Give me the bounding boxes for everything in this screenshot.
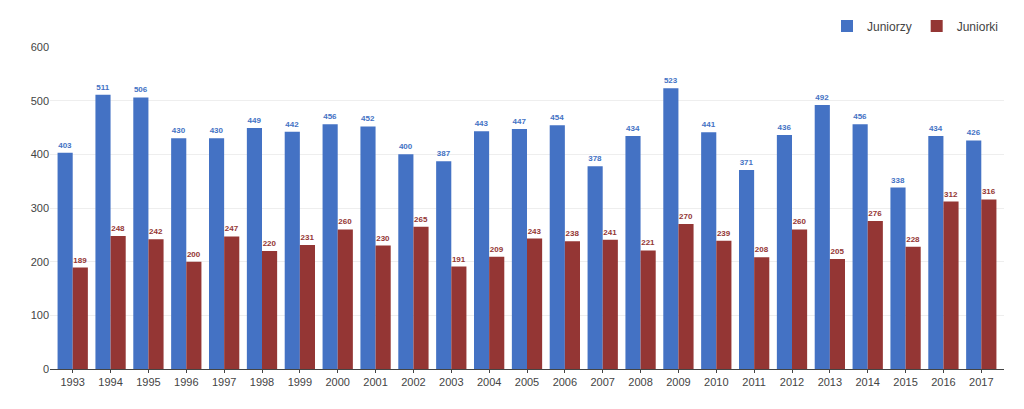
svg-text:260: 260 — [338, 217, 352, 226]
svg-text:1994: 1994 — [98, 376, 122, 388]
svg-text:1998: 1998 — [250, 376, 274, 388]
svg-text:2003: 2003 — [439, 376, 463, 388]
svg-text:443: 443 — [475, 119, 489, 128]
svg-text:426: 426 — [967, 128, 981, 137]
svg-text:338: 338 — [891, 176, 905, 185]
svg-text:242: 242 — [149, 227, 163, 236]
svg-text:434: 434 — [929, 124, 943, 133]
svg-text:220: 220 — [263, 239, 277, 248]
svg-text:400: 400 — [399, 142, 413, 151]
svg-text:2000: 2000 — [325, 376, 349, 388]
svg-text:247: 247 — [225, 224, 239, 233]
svg-text:Juniorki: Juniorki — [957, 20, 998, 34]
svg-text:191: 191 — [452, 255, 466, 264]
svg-text:452: 452 — [361, 114, 375, 123]
svg-text:2001: 2001 — [363, 376, 387, 388]
svg-text:200: 200 — [187, 250, 201, 259]
svg-text:270: 270 — [679, 212, 693, 221]
svg-text:511: 511 — [96, 83, 109, 92]
svg-text:238: 238 — [565, 229, 579, 238]
svg-text:1997: 1997 — [212, 376, 236, 388]
svg-text:316: 316 — [982, 187, 996, 196]
svg-text:2004: 2004 — [477, 376, 501, 388]
svg-text:265: 265 — [414, 215, 428, 224]
svg-text:2015: 2015 — [893, 376, 917, 388]
svg-text:441: 441 — [702, 120, 716, 129]
svg-text:500: 500 — [31, 95, 49, 107]
svg-text:434: 434 — [626, 124, 640, 133]
svg-text:2014: 2014 — [855, 376, 879, 388]
svg-text:456: 456 — [323, 112, 337, 121]
svg-text:378: 378 — [588, 154, 602, 163]
svg-text:243: 243 — [528, 227, 542, 236]
svg-text:523: 523 — [664, 76, 678, 85]
svg-text:0: 0 — [43, 363, 49, 375]
svg-text:430: 430 — [172, 126, 186, 135]
svg-text:2011: 2011 — [742, 376, 766, 388]
svg-text:300: 300 — [31, 202, 49, 214]
svg-text:387: 387 — [437, 149, 451, 158]
svg-text:241: 241 — [603, 228, 617, 237]
svg-text:430: 430 — [210, 126, 224, 135]
svg-text:221: 221 — [641, 238, 655, 247]
svg-text:228: 228 — [906, 235, 920, 244]
svg-text:231: 231 — [300, 233, 314, 242]
svg-text:2007: 2007 — [590, 376, 614, 388]
svg-text:208: 208 — [755, 245, 769, 254]
svg-text:454: 454 — [550, 113, 564, 122]
svg-text:2005: 2005 — [515, 376, 539, 388]
svg-text:239: 239 — [717, 229, 731, 238]
svg-text:2013: 2013 — [818, 376, 842, 388]
svg-text:209: 209 — [490, 245, 504, 254]
svg-text:2010: 2010 — [704, 376, 728, 388]
svg-text:449: 449 — [247, 116, 261, 125]
svg-text:492: 492 — [815, 93, 829, 102]
svg-text:1993: 1993 — [60, 376, 84, 388]
svg-text:312: 312 — [944, 190, 958, 199]
svg-text:2006: 2006 — [553, 376, 577, 388]
svg-text:205: 205 — [830, 247, 844, 256]
svg-text:2017: 2017 — [969, 376, 993, 388]
svg-text:276: 276 — [868, 209, 882, 218]
svg-text:447: 447 — [512, 117, 526, 126]
svg-text:189: 189 — [73, 256, 87, 265]
svg-text:442: 442 — [285, 120, 299, 129]
svg-text:Juniorzy: Juniorzy — [867, 20, 912, 34]
svg-text:456: 456 — [853, 112, 867, 121]
svg-text:2008: 2008 — [628, 376, 652, 388]
svg-text:371: 371 — [740, 158, 754, 167]
svg-text:2016: 2016 — [931, 376, 955, 388]
svg-text:2012: 2012 — [780, 376, 804, 388]
svg-text:403: 403 — [58, 141, 72, 150]
svg-text:506: 506 — [134, 85, 148, 94]
svg-text:2002: 2002 — [401, 376, 425, 388]
svg-text:436: 436 — [777, 123, 791, 132]
svg-text:200: 200 — [31, 256, 49, 268]
svg-text:260: 260 — [793, 217, 807, 226]
svg-text:1995: 1995 — [136, 376, 160, 388]
svg-text:100: 100 — [31, 309, 49, 321]
svg-text:1996: 1996 — [174, 376, 198, 388]
svg-text:400: 400 — [31, 148, 49, 160]
svg-text:248: 248 — [111, 224, 125, 233]
svg-text:2009: 2009 — [666, 376, 690, 388]
svg-text:600: 600 — [31, 41, 49, 53]
svg-text:230: 230 — [376, 234, 390, 243]
svg-text:1999: 1999 — [288, 376, 312, 388]
